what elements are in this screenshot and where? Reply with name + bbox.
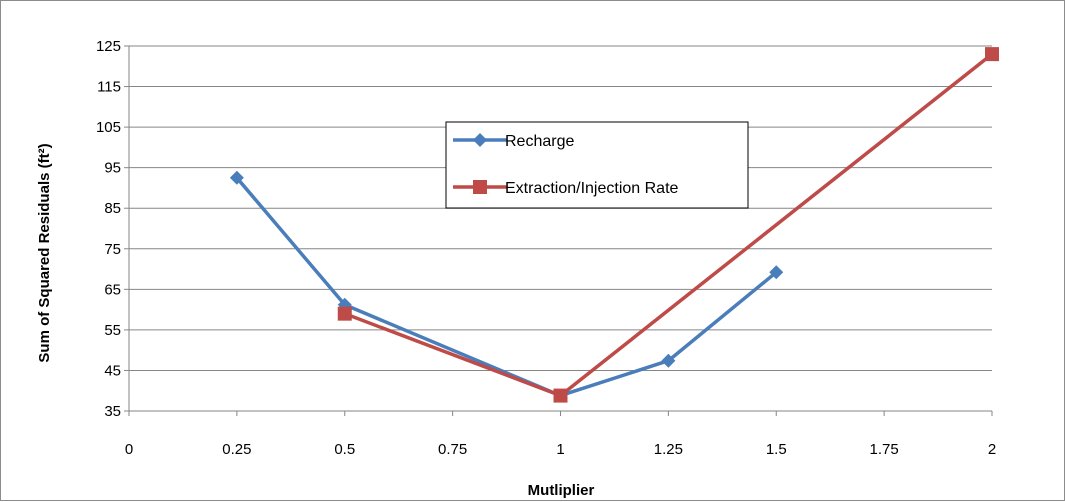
legend-box bbox=[445, 121, 749, 209]
x-axis-tick-labels: 0 0.25 0.5 0.75 1 1.25 1.5 1.75 2 bbox=[125, 441, 996, 458]
x-tick-label: 1 bbox=[556, 441, 564, 458]
data-point-recharge bbox=[769, 265, 784, 280]
legend-label-recharge: Recharge bbox=[505, 133, 574, 150]
x-tick-label: 2 bbox=[988, 441, 996, 458]
y-tick-label: 105 bbox=[96, 119, 121, 136]
legend-entry-extraction: Extraction/Injection Rate bbox=[453, 180, 679, 197]
data-point-recharge bbox=[661, 353, 676, 368]
data-point-extraction-injection-rate bbox=[337, 306, 352, 321]
x-tick-label: 0.75 bbox=[438, 441, 467, 458]
y-tick-label: 55 bbox=[104, 322, 121, 339]
legend-marker-extraction bbox=[473, 180, 487, 194]
y-tick-label: 115 bbox=[97, 79, 121, 96]
series-group bbox=[229, 47, 999, 403]
data-point-recharge bbox=[229, 170, 244, 185]
legend: Recharge Extraction/Injection Rate bbox=[445, 121, 749, 209]
data-point-extraction-injection-rate bbox=[985, 47, 999, 62]
x-tick-label: 1.75 bbox=[870, 441, 899, 458]
legend-label-extraction: Extraction/Injection Rate bbox=[505, 180, 679, 197]
y-tick-label: 125 bbox=[96, 38, 121, 55]
x-tick-label: 0.25 bbox=[222, 441, 251, 458]
axes bbox=[124, 45, 993, 416]
x-tick-label: 1.25 bbox=[654, 441, 683, 458]
x-axis-title: Mutliplier bbox=[528, 482, 595, 499]
legend-entry-recharge: Recharge bbox=[453, 133, 574, 150]
y-axis-title: Sum of Squared Residuals (ft²) bbox=[36, 143, 53, 362]
legend-marker-recharge bbox=[473, 133, 487, 147]
series-extraction-injection-rate bbox=[337, 47, 999, 403]
x-tick-label: 0 bbox=[125, 441, 133, 458]
y-tick-label: 45 bbox=[104, 362, 121, 379]
y-tick-label: 35 bbox=[104, 403, 121, 420]
x-tick-label: 1.5 bbox=[766, 441, 787, 458]
y-tick-label: 65 bbox=[104, 281, 121, 298]
y-tick-label: 75 bbox=[104, 241, 121, 258]
y-axis-tick-labels: 35 45 55 65 75 85 95 105 115 125 bbox=[96, 38, 121, 420]
y-tick-label: 95 bbox=[104, 160, 121, 177]
y-tick-label: 85 bbox=[104, 200, 121, 217]
data-point-extraction-injection-rate bbox=[553, 388, 568, 403]
x-tick-label: 0.5 bbox=[334, 441, 355, 458]
